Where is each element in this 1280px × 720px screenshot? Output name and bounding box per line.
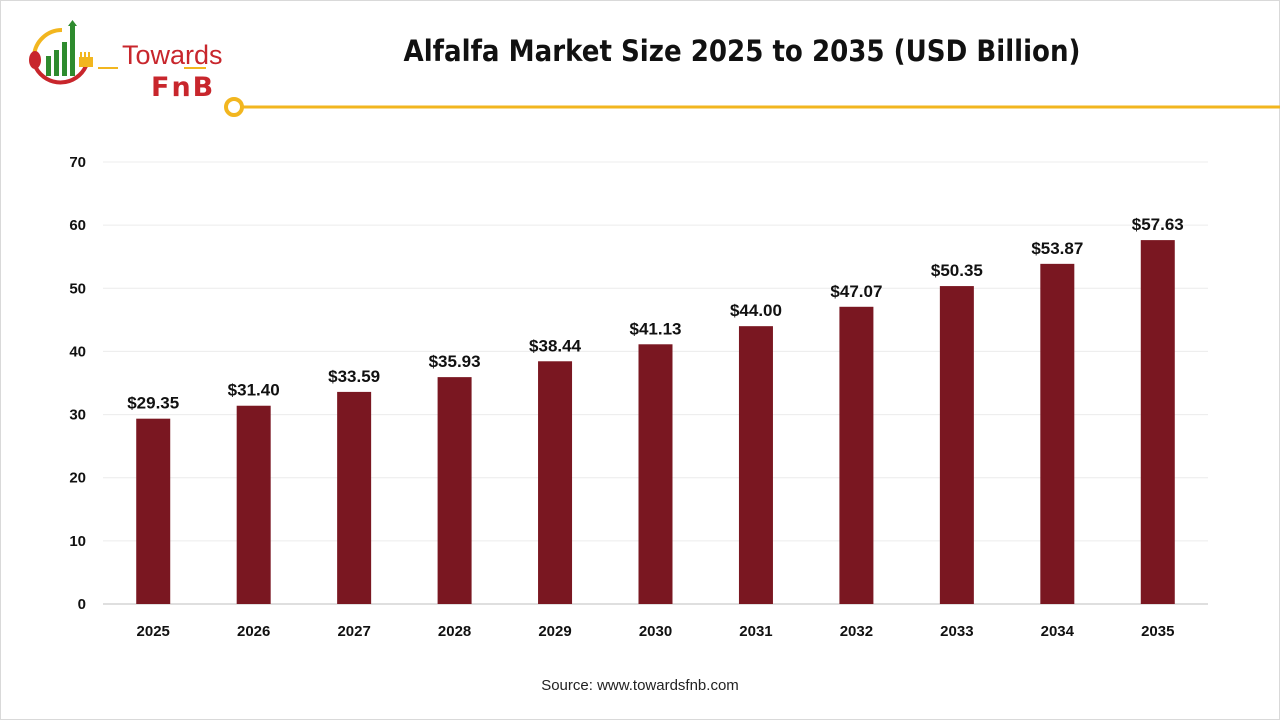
data-label: $50.35: [931, 261, 983, 280]
bar: [939, 286, 974, 604]
x-tick-label: 2031: [739, 623, 772, 640]
bar: [738, 326, 773, 604]
bar: [839, 306, 874, 604]
data-label: $29.35: [127, 394, 179, 413]
bar: [538, 361, 573, 604]
data-label: $33.59: [328, 367, 380, 386]
y-tick-label: 0: [78, 596, 86, 613]
source-note: Source: www.towardsfnb.com: [541, 677, 739, 694]
data-label: $44.00: [730, 301, 782, 320]
x-tick-label: 2029: [538, 623, 571, 640]
chart-title: Alfalfa Market Size 2025 to 2035 (USD Bi…: [403, 34, 1081, 68]
data-label: $31.40: [228, 381, 280, 400]
bar: [638, 344, 673, 604]
logo-text: FnB: [151, 72, 216, 103]
bar: [1040, 263, 1075, 604]
x-tick-label: 2034: [1041, 623, 1075, 640]
bar: [1140, 240, 1175, 604]
x-tick-label: 2033: [940, 623, 973, 640]
bar: [236, 405, 271, 604]
x-tick-label: 2032: [840, 623, 873, 640]
data-label: $53.87: [1031, 239, 1083, 258]
y-tick-label: 60: [69, 217, 86, 234]
x-tick-label: 2027: [337, 623, 370, 640]
y-tick-label: 70: [69, 154, 86, 171]
data-label: $38.44: [529, 336, 582, 355]
y-tick-label: 10: [69, 533, 86, 550]
bar: [337, 391, 372, 604]
data-label: $57.63: [1132, 215, 1184, 234]
data-label: $35.93: [429, 352, 481, 371]
bar: [437, 377, 472, 604]
data-label: $41.13: [630, 319, 682, 338]
bar: [136, 418, 171, 604]
y-tick-label: 50: [69, 280, 86, 297]
data-label: $47.07: [830, 282, 882, 301]
towards-fnb-logo: Towards FnB: [24, 18, 223, 103]
logo-icon: [29, 20, 93, 85]
logo-text: Towards: [122, 40, 223, 70]
x-tick-label: 2028: [438, 623, 471, 640]
x-tick-label: 2030: [639, 623, 672, 640]
x-tick-label: 2035: [1141, 623, 1174, 640]
accent-circle: [224, 97, 244, 117]
x-tick-label: 2026: [237, 623, 270, 640]
logo-lines: [98, 67, 206, 69]
y-tick-label: 30: [69, 407, 86, 424]
y-tick-label: 20: [69, 470, 86, 487]
x-tick-label: 2025: [137, 623, 170, 640]
y-tick-label: 40: [69, 343, 86, 360]
